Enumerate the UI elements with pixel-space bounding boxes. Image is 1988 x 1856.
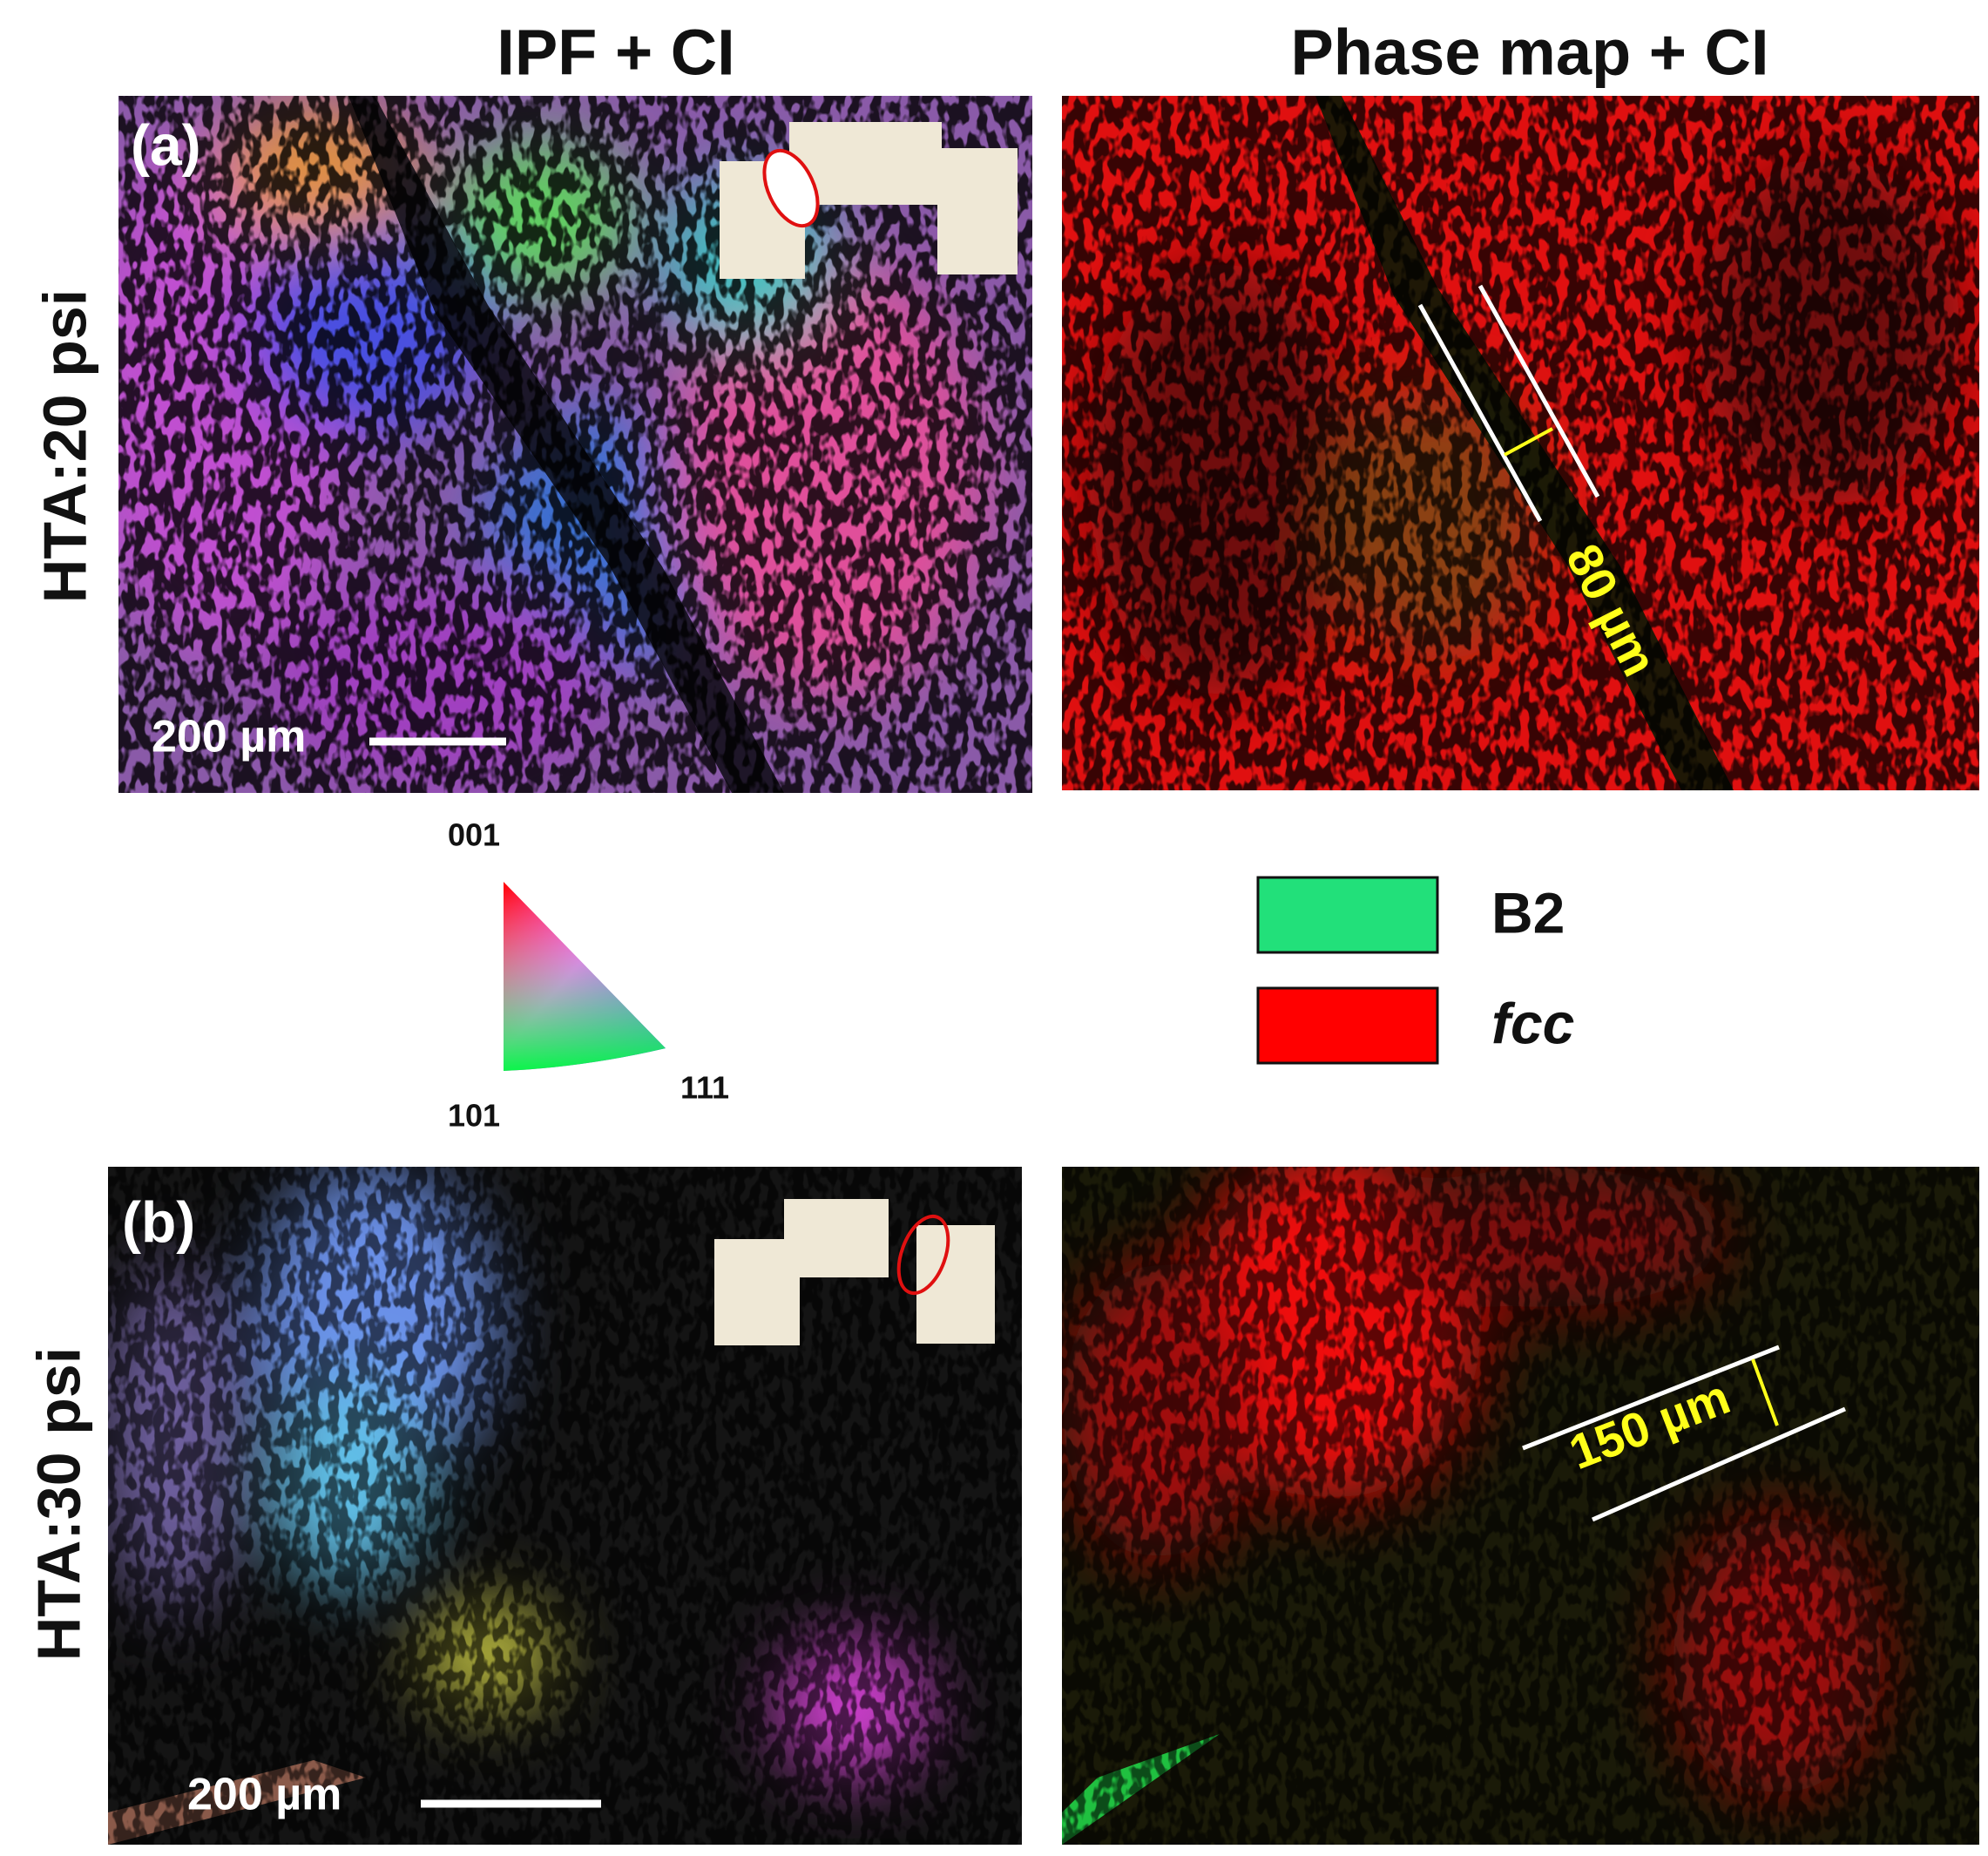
phase-map-a: [1062, 96, 1979, 790]
ipf-map-a: [118, 96, 1032, 793]
ipf-key-label: 111: [680, 1070, 729, 1106]
legend-label: fcc: [1491, 991, 1574, 1055]
column-title: IPF + CI: [497, 17, 734, 89]
measure-arrow: [1504, 427, 1553, 457]
ipf-key-label: 101: [448, 1098, 500, 1134]
phase-map-b: [1062, 1167, 1979, 1845]
scale-bar-label: 200 µm: [152, 712, 306, 762]
legend: B2 fcc: [1256, 876, 1574, 1065]
ipf-key-label: 001: [448, 817, 500, 853]
legend-label: B2: [1491, 880, 1565, 945]
ipf-map-b: [108, 1167, 1022, 1845]
ipf-key: [504, 882, 666, 1071]
panel-tag: (b): [122, 1189, 195, 1254]
measure-lines: [1417, 284, 1600, 523]
row-title: HTA:20 psi: [30, 289, 98, 603]
measure-arrow: [1751, 1358, 1779, 1426]
column-title: Phase map + CI: [1290, 17, 1768, 89]
row-title: HTA:30 psi: [24, 1347, 92, 1661]
legend-swatch: [1256, 876, 1439, 954]
legend-swatch: [1256, 986, 1439, 1065]
panel-tag: (a): [131, 112, 201, 177]
scale-bar-label: 200 µm: [187, 1770, 341, 1820]
measure-lines: [1522, 1345, 1847, 1522]
